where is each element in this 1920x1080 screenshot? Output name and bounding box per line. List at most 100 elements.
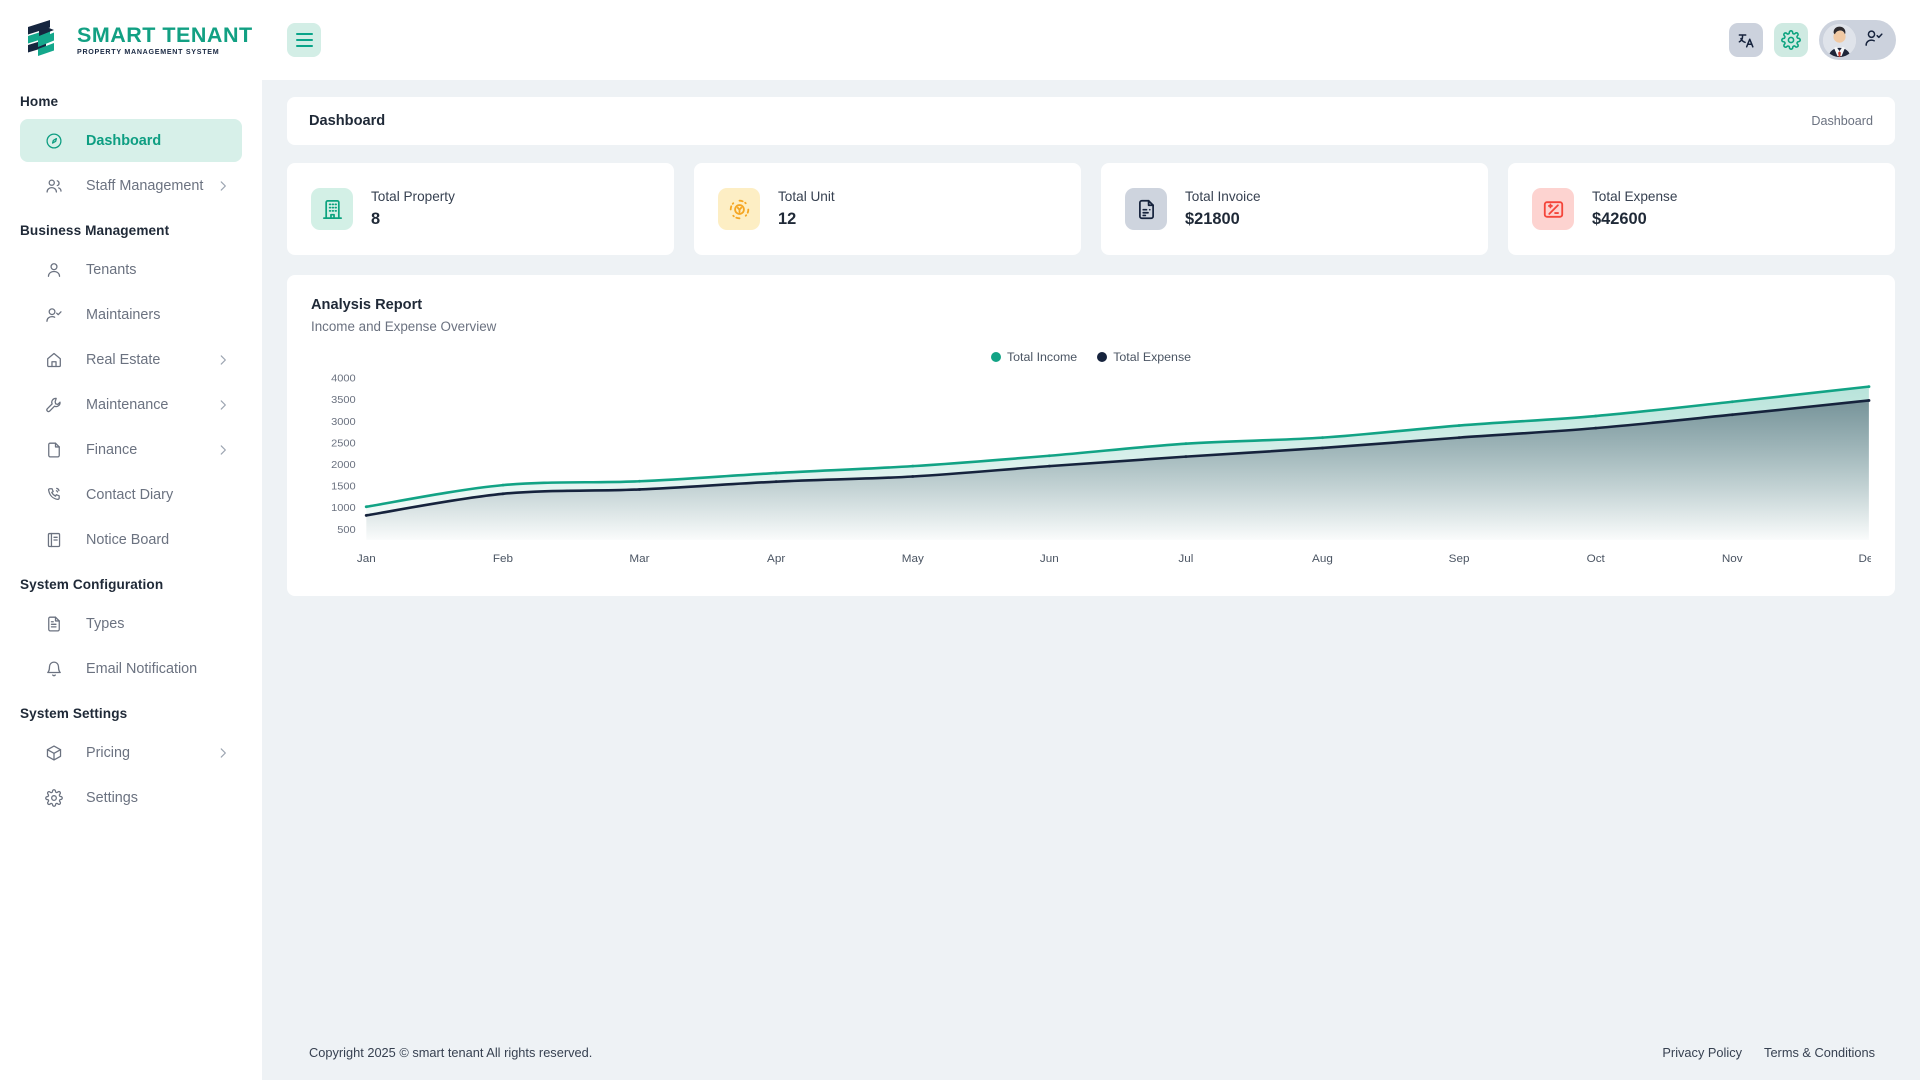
sidebar-item-label: Settings	[86, 789, 138, 806]
chevron-right-icon	[216, 746, 230, 760]
stat-value: 8	[371, 210, 381, 229]
chevron-right-icon	[216, 398, 230, 412]
avatar	[1823, 23, 1856, 57]
sidebar-item-types[interactable]: Types	[20, 602, 242, 645]
stat-value: $21800	[1185, 210, 1240, 229]
legend-label: Total Expense	[1113, 350, 1192, 364]
topbar-actions	[1729, 20, 1896, 60]
wrench-icon	[44, 395, 64, 415]
footer-link-terms-conditions[interactable]: Terms & Conditions	[1764, 1044, 1875, 1060]
sidebar-item-label: Maintainers	[86, 306, 161, 323]
svg-text:Sep: Sep	[1449, 553, 1470, 565]
translate-icon[interactable]	[1729, 23, 1763, 57]
sidebar: SMART TENANT PROPERTY MANAGEMENT SYSTEM …	[0, 0, 262, 1080]
stat-label: Total Invoice	[1185, 188, 1261, 204]
gear-icon[interactable]	[1774, 23, 1808, 57]
legend-item[interactable]: Total Expense	[1097, 350, 1191, 364]
legend-item[interactable]: Total Income	[990, 350, 1078, 364]
svg-text:500: 500	[337, 524, 355, 536]
hamburger-icon[interactable]	[287, 23, 321, 57]
breadcrumb[interactable]: Dashboard	[1811, 114, 1873, 128]
chart-title: Analysis Report	[311, 297, 423, 313]
user-icon	[44, 260, 64, 280]
sidebar-item-tenants[interactable]: Tenants	[20, 248, 242, 291]
chart-plot: 500 1000 1500 2000 2500 3000 3500 4000 Jan Feb Mar…	[311, 370, 1871, 570]
sidebar-section-title: Business Management	[20, 223, 170, 238]
phone-ring-icon	[44, 485, 64, 505]
svg-text:3500: 3500	[331, 394, 356, 406]
svg-text:Jan: Jan	[357, 553, 376, 565]
svg-text:Jul: Jul	[1178, 553, 1193, 565]
svg-text:Mar: Mar	[629, 553, 649, 565]
sidebar-item-label: Dashboard	[86, 132, 162, 149]
svg-text:4000: 4000	[331, 373, 356, 385]
sidebar-section-title: System Settings	[20, 706, 128, 721]
sidebar-item-finance[interactable]: Finance	[20, 428, 242, 471]
sidebar-item-settings[interactable]: Settings	[20, 776, 242, 819]
building-icon	[311, 188, 353, 230]
unit-icon	[718, 188, 760, 230]
notice-board-icon	[44, 530, 64, 550]
logo-title-part1: SMART	[77, 22, 156, 47]
chart-subtitle: Income and Expense Overview	[311, 319, 497, 334]
box-icon	[44, 743, 64, 763]
chart-line-0	[364, 385, 1871, 509]
svg-text:Feb: Feb	[493, 553, 513, 565]
sidebar-item-label: Types	[86, 615, 125, 632]
sidebar-item-pricing[interactable]: Pricing	[20, 731, 242, 774]
sidebar-item-contact-diary[interactable]: Contact Diary	[20, 473, 242, 516]
legend-color-swatch	[990, 352, 1001, 362]
legend-color-swatch	[1097, 352, 1108, 362]
sidebar-item-dashboard[interactable]: Dashboard	[20, 119, 242, 162]
invoice-icon	[1125, 188, 1167, 230]
user-menu[interactable]	[1819, 20, 1896, 60]
footer-links: Privacy Policy Terms & Conditions	[1662, 1045, 1875, 1060]
sidebar-item-label: Staff Management	[86, 177, 204, 194]
footer: Copyright 2025 © smart tenant All rights…	[262, 1024, 1920, 1080]
legend-label: Total Income	[1006, 350, 1078, 364]
svg-text:Nov: Nov	[1722, 553, 1743, 565]
sidebar-section-title: Home	[20, 94, 59, 109]
sidebar-item-label: Tenants	[86, 261, 137, 278]
sidebar-item-email-notification[interactable]: Email Notification	[20, 647, 242, 690]
stat-card-total-property[interactable]: Total Property 8	[287, 163, 674, 255]
sidebar-item-label: Contact Diary	[86, 486, 174, 503]
sidebar-item-notice-board[interactable]: Notice Board	[20, 518, 242, 561]
sidebar-nav: Home Dashboard Staff Management Business Ma…	[0, 80, 262, 841]
sidebar-item-real-estate[interactable]: Real Estate	[20, 338, 242, 381]
page-header: Dashboard Dashboard	[287, 97, 1895, 145]
svg-text:1000: 1000	[331, 502, 356, 514]
app-logo[interactable]: SMART TENANT PROPERTY MANAGEMENT SYSTEM	[0, 0, 262, 80]
logo-subtitle: PROPERTY MANAGEMENT SYSTEM	[77, 48, 220, 57]
sidebar-item-label: Pricing	[86, 744, 130, 761]
page-content: Dashboard Dashboard Total Property 8 Total…	[262, 80, 1920, 1024]
stat-label: Total Property	[371, 188, 455, 204]
page-title: Dashboard	[309, 113, 386, 129]
sidebar-item-maintainers[interactable]: Maintainers	[20, 293, 242, 336]
svg-text:1500: 1500	[331, 481, 356, 493]
stat-card-total-expense[interactable]: Total Expense $42600	[1508, 163, 1895, 255]
stat-value: $42600	[1592, 210, 1647, 229]
logo-title-part2: TENANT	[162, 22, 253, 47]
analysis-report-card: Analysis Report Income and Expense Overv…	[287, 275, 1895, 596]
main-area: Dashboard Dashboard Total Property 8 Total…	[262, 0, 1920, 1080]
svg-text:Oct: Oct	[1587, 553, 1606, 565]
chevron-right-icon	[216, 353, 230, 367]
svg-text:Aug: Aug	[1312, 553, 1333, 565]
sidebar-item-maintenance[interactable]: Maintenance	[20, 383, 242, 426]
user-check-icon	[1864, 28, 1884, 53]
footer-link-privacy-policy[interactable]: Privacy Policy	[1662, 1044, 1743, 1060]
gauge-icon	[44, 131, 64, 151]
stat-card-total-unit[interactable]: Total Unit 12	[694, 163, 1081, 255]
stat-label: Total Expense	[1592, 188, 1678, 204]
svg-text:Dec: Dec	[1858, 553, 1871, 565]
sidebar-item-staff-management[interactable]: Staff Management	[20, 164, 242, 207]
topbar	[262, 0, 1920, 80]
stat-card-total-invoice[interactable]: Total Invoice $21800	[1101, 163, 1488, 255]
footer-copyright: Copyright 2025 © smart tenant All rights…	[309, 1044, 593, 1060]
analysis-chart-svg: 500 1000 1500 2000 2500 3000 3500 4000 Jan Feb Mar…	[331, 373, 1871, 565]
chevron-right-icon	[216, 179, 230, 193]
svg-text:Jun: Jun	[1040, 553, 1059, 565]
chart-line-1	[364, 399, 1871, 517]
file-icon	[44, 440, 64, 460]
